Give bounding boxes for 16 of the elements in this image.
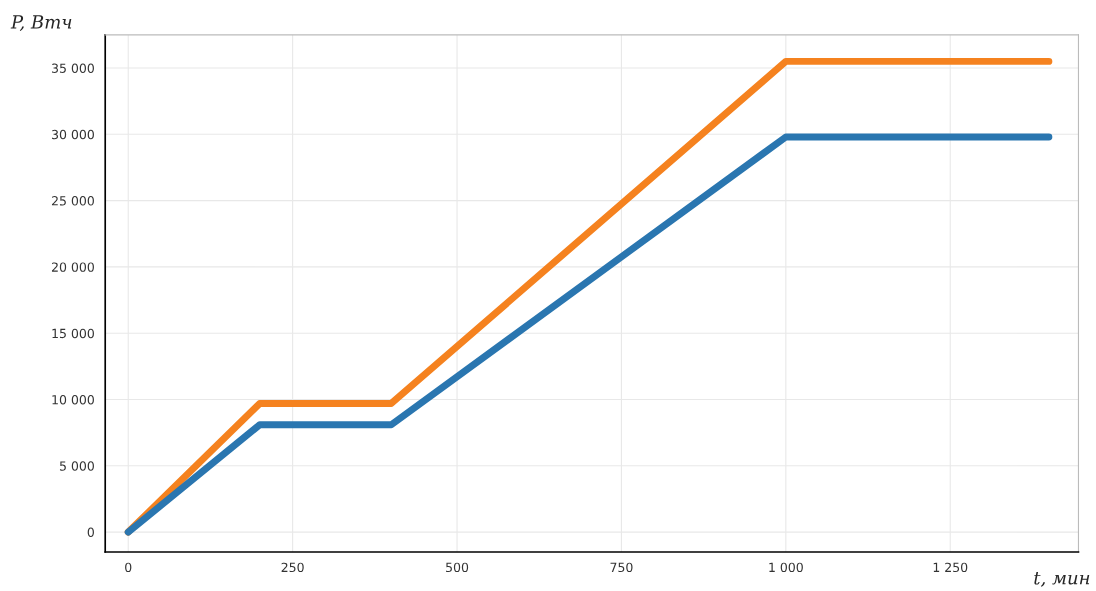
- y-tick-label: 35 000: [52, 63, 94, 73]
- x-tick-label: 500: [446, 562, 469, 573]
- y-tick-label: 5 000: [59, 461, 94, 471]
- x-tick-label: 250: [281, 562, 304, 573]
- x-tick-label: 750: [610, 562, 633, 573]
- y-axis-title: P, Втч: [10, 15, 72, 31]
- x-axis-title: t, мин: [1034, 572, 1090, 587]
- y-tick-label: 0: [87, 527, 94, 538]
- y-tick-label: 15 000: [52, 328, 94, 339]
- x-tick-label: 1 000: [769, 562, 803, 573]
- x-tick-label: 0: [125, 562, 132, 573]
- y-tick-label: 10 000: [52, 394, 94, 405]
- y-tick-label: 30 000: [52, 129, 94, 140]
- x-tick-label: 1 250: [933, 562, 968, 573]
- y-tick-label: 20 000: [51, 262, 94, 272]
- y-tick-label: 25 000: [51, 196, 94, 206]
